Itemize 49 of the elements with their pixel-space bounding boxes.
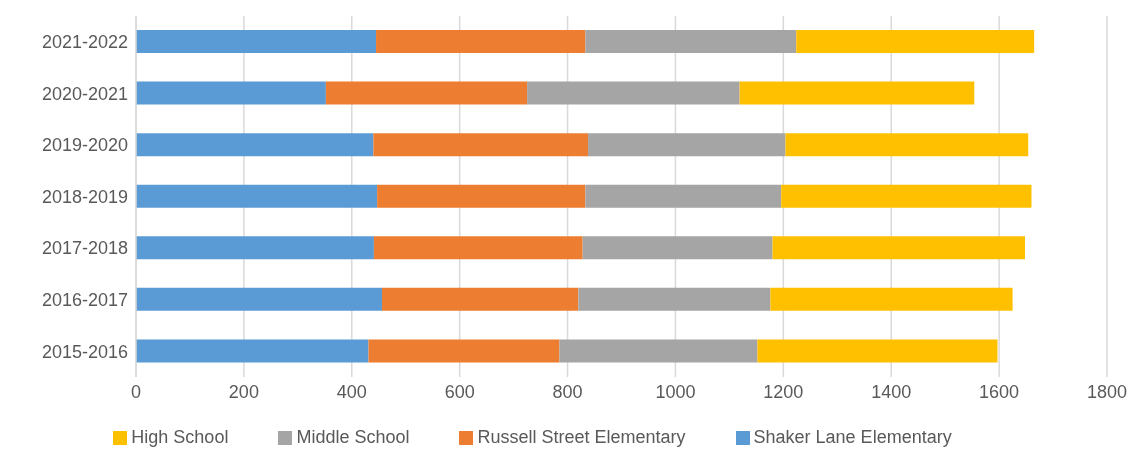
- legend-label: Russell Street Elementary: [477, 427, 686, 447]
- bar: [770, 287, 1013, 311]
- bar: [376, 30, 586, 53]
- bar: [757, 339, 998, 363]
- bar: [136, 30, 377, 53]
- x-tick-label: 1400: [871, 381, 912, 402]
- y-tick-label: 2020-2021: [41, 83, 128, 104]
- bar: [381, 287, 579, 311]
- x-tick-label: 1000: [655, 381, 696, 402]
- bar: [585, 184, 782, 208]
- x-tick-label: 1600: [979, 381, 1020, 402]
- bar: [781, 184, 1032, 208]
- y-tick-label: 2015-2016: [41, 341, 128, 362]
- bar: [527, 81, 740, 105]
- y-tick-label: 2017-2018: [41, 238, 128, 259]
- bar: [585, 30, 797, 53]
- bar: [136, 287, 382, 311]
- x-tick-label: 800: [552, 381, 583, 402]
- y-tick-label: 2018-2019: [41, 186, 128, 207]
- bar: [373, 133, 589, 157]
- x-tick-label: 600: [444, 381, 475, 402]
- bar: [373, 236, 583, 260]
- x-tick-label: 0: [130, 381, 142, 402]
- bar: [136, 339, 369, 363]
- bar: [377, 184, 586, 208]
- legend-label: High School: [131, 427, 229, 447]
- bar: [325, 81, 528, 105]
- x-tick-label: 400: [336, 381, 367, 402]
- y-tick-label: 2021-2022: [41, 32, 128, 53]
- x-tick-label: 1200: [763, 381, 804, 402]
- bar: [136, 184, 378, 208]
- bar: [772, 236, 1025, 260]
- bar: [588, 133, 786, 157]
- bar: [796, 30, 1035, 53]
- legend-label: Middle School: [296, 427, 410, 447]
- bar: [785, 133, 1029, 157]
- y-tick-label: 2019-2020: [41, 135, 128, 156]
- bar: [739, 81, 975, 105]
- x-tick-label: 1800: [1086, 381, 1128, 402]
- x-tick-label: 200: [228, 381, 259, 402]
- bar: [136, 236, 374, 260]
- bar: [136, 133, 374, 157]
- legend-label: Shaker Lane Elementary: [753, 427, 952, 447]
- bar: [136, 81, 326, 105]
- y-tick-label: 2016-2017: [41, 290, 128, 311]
- bar: [368, 339, 560, 363]
- bar: [559, 339, 758, 363]
- bar: [578, 287, 771, 311]
- bar: [582, 236, 773, 260]
